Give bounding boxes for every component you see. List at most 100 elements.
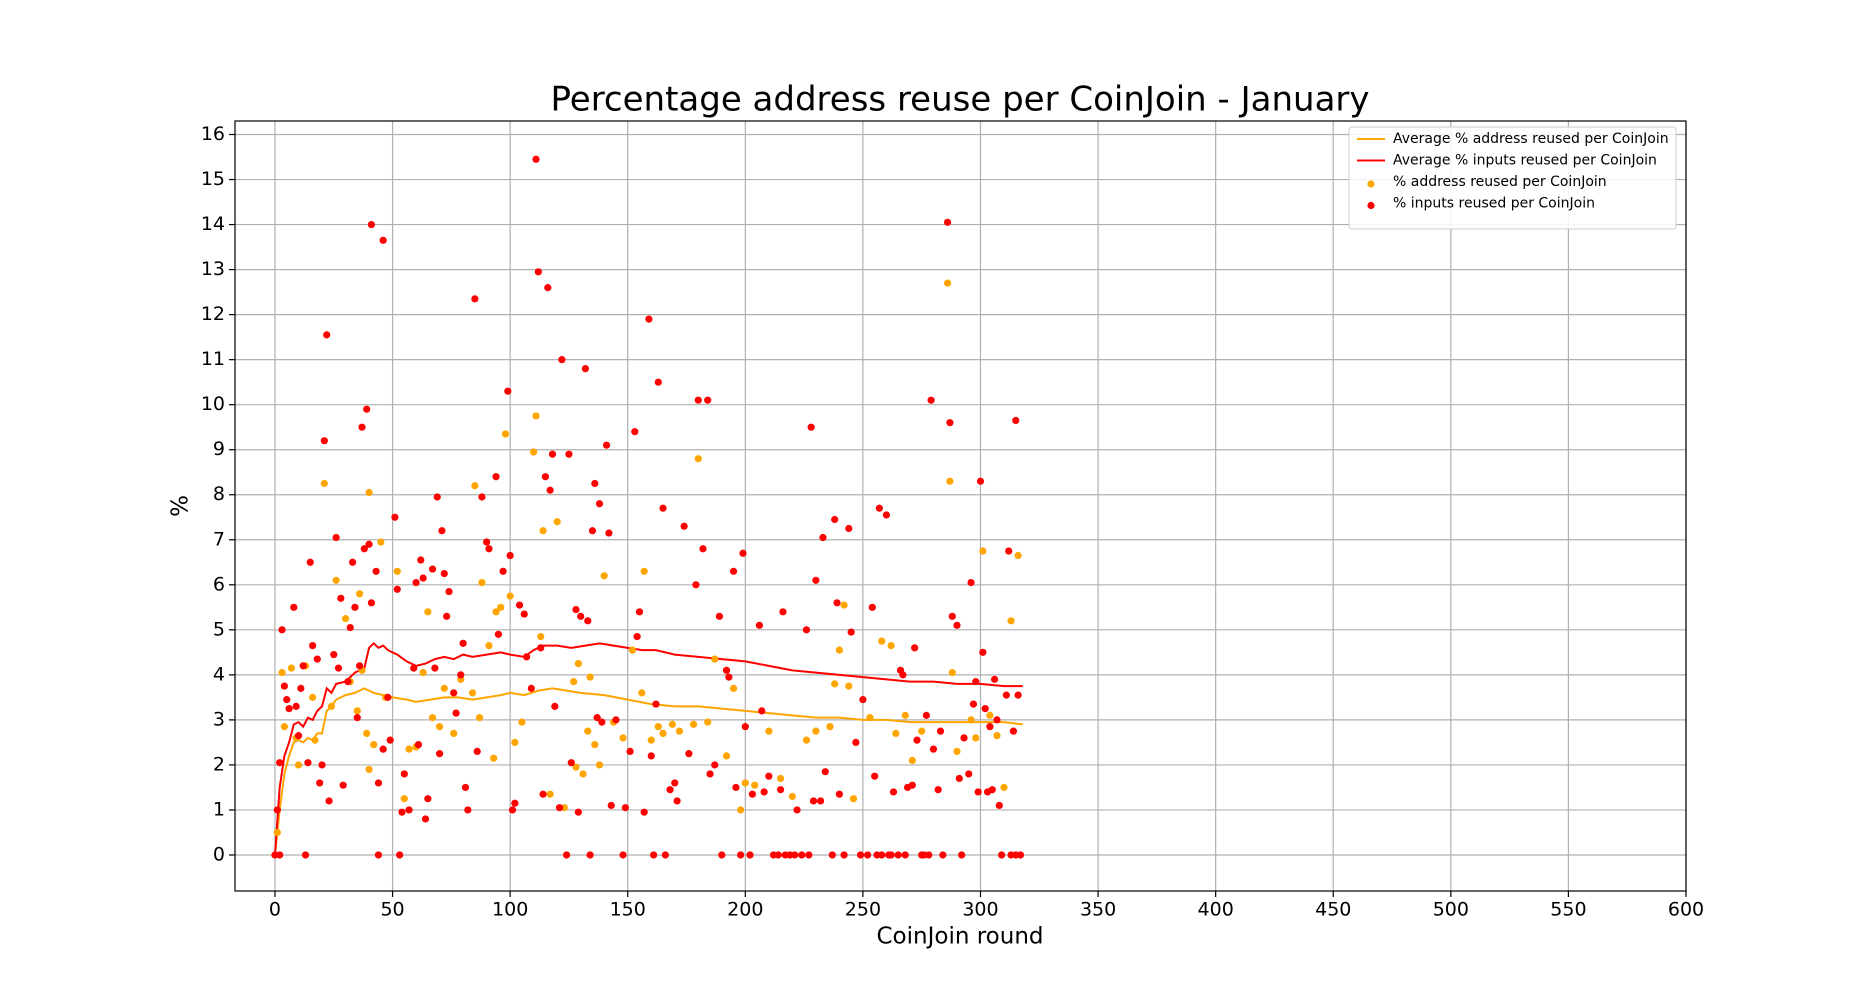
scatter-point bbox=[574, 660, 582, 668]
scatter-point bbox=[438, 527, 446, 535]
scatter-point bbox=[741, 779, 749, 787]
scatter-point bbox=[974, 788, 982, 796]
scatter-point bbox=[828, 851, 836, 859]
legend-label: Average % inputs reused per CoinJoin bbox=[1393, 153, 1657, 169]
scatter-point bbox=[450, 729, 458, 737]
scatter-point bbox=[492, 608, 500, 616]
scatter-point bbox=[939, 851, 947, 859]
scatter-point bbox=[419, 669, 427, 677]
scatter-point bbox=[339, 781, 347, 789]
scatter-point bbox=[852, 738, 860, 747]
scatter-point bbox=[779, 608, 787, 616]
scatter-point bbox=[546, 486, 554, 494]
scatter-point bbox=[330, 650, 338, 659]
scatter-point bbox=[990, 675, 999, 683]
scatter-point bbox=[878, 637, 886, 645]
scatter-point bbox=[316, 779, 324, 787]
scatter-point bbox=[492, 473, 500, 481]
scatter-point bbox=[294, 761, 303, 769]
scatter-point bbox=[807, 423, 815, 431]
scatter-point bbox=[278, 626, 286, 634]
scatter-point bbox=[605, 529, 613, 537]
scatter-point bbox=[320, 479, 328, 488]
scatter-point bbox=[311, 736, 319, 744]
scatter-point bbox=[285, 705, 293, 713]
scatter-point bbox=[882, 511, 891, 519]
scatter-point bbox=[527, 684, 535, 692]
scatter-point bbox=[344, 678, 352, 686]
scatter-point bbox=[273, 806, 281, 814]
scatter-point bbox=[400, 795, 408, 803]
scatter-point bbox=[523, 653, 531, 661]
scatter-point bbox=[384, 693, 392, 701]
scatter-point bbox=[835, 646, 843, 654]
scatter-point bbox=[929, 745, 938, 753]
y-axis-label: % bbox=[168, 495, 194, 517]
scatter-point bbox=[1005, 547, 1013, 555]
scatter-point bbox=[791, 851, 799, 859]
scatter-point bbox=[826, 723, 834, 731]
scatter-point bbox=[358, 423, 366, 431]
scatter-point bbox=[765, 727, 773, 735]
scatter-point bbox=[729, 567, 738, 575]
scatter-point bbox=[845, 682, 853, 690]
scatter-point bbox=[332, 576, 340, 584]
y-tick-label: 0 bbox=[213, 843, 225, 865]
scatter-point bbox=[539, 790, 547, 798]
scatter-point bbox=[955, 774, 963, 783]
scatter-point bbox=[654, 378, 662, 386]
scatter-point bbox=[969, 700, 978, 708]
scatter-point bbox=[718, 851, 726, 859]
scatter-point bbox=[647, 752, 655, 760]
scatter-point bbox=[374, 851, 383, 859]
scatter-point bbox=[722, 752, 731, 760]
scatter-point bbox=[1002, 691, 1010, 699]
scatter-point bbox=[875, 504, 883, 512]
scatter-point bbox=[337, 594, 345, 602]
scatter-point bbox=[1014, 691, 1022, 699]
scatter-point bbox=[958, 851, 966, 859]
scatter-point bbox=[292, 702, 300, 710]
scatter-point bbox=[819, 533, 827, 542]
scatter-point bbox=[685, 750, 693, 758]
scatter-point bbox=[981, 705, 989, 713]
scatter-point bbox=[925, 851, 933, 859]
x-tick-label: 500 bbox=[1433, 899, 1469, 921]
legend: Average % address reused per CoinJoin Ave… bbox=[1348, 126, 1677, 230]
scatter-point bbox=[332, 533, 340, 542]
scatter-point bbox=[412, 578, 420, 587]
scatter-point bbox=[421, 815, 430, 823]
x-tick-label: 300 bbox=[962, 899, 998, 921]
scatter-point bbox=[699, 545, 707, 553]
scatter-point bbox=[485, 545, 493, 553]
scatter-point bbox=[889, 788, 898, 796]
scatter-point bbox=[635, 608, 644, 616]
x-tick-label: 250 bbox=[845, 899, 881, 921]
scatter-point bbox=[948, 669, 956, 677]
scatter-point bbox=[276, 851, 284, 859]
scatter-point bbox=[365, 540, 373, 548]
scatter-point bbox=[849, 795, 858, 803]
scatter-point bbox=[318, 761, 326, 769]
scatter-point bbox=[856, 851, 865, 859]
x-tick-label: 0 bbox=[269, 899, 281, 921]
scatter-point bbox=[998, 851, 1006, 859]
scatter-point bbox=[374, 779, 383, 787]
y-tick-label: 5 bbox=[213, 618, 225, 640]
scatter-point bbox=[410, 664, 418, 672]
scatter-point bbox=[280, 723, 288, 731]
scatter-point bbox=[612, 716, 620, 724]
scatter-point bbox=[901, 711, 909, 719]
y-tick-label: 11 bbox=[201, 348, 225, 370]
scatter-point bbox=[967, 578, 975, 587]
scatter-point bbox=[485, 641, 493, 650]
y-tick-label: 12 bbox=[201, 303, 225, 325]
scatter-point bbox=[287, 664, 296, 672]
scatter-point bbox=[878, 851, 886, 859]
scatter-point bbox=[659, 729, 667, 737]
scatter-point bbox=[631, 428, 639, 436]
scatter-point bbox=[334, 664, 343, 672]
scatter-point bbox=[534, 268, 542, 276]
scatter-point bbox=[943, 279, 952, 287]
